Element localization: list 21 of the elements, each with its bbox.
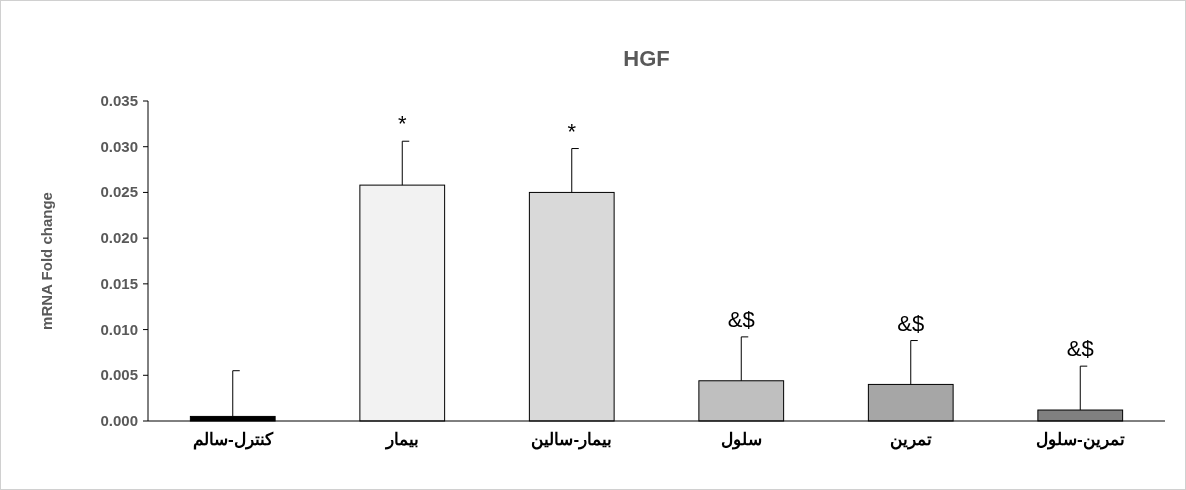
annotation: &$ <box>727 306 755 332</box>
y-tick-label: 0.030 <box>100 137 138 155</box>
y-tick-label: 0.025 <box>100 183 138 201</box>
x-tick-label: بیمار-سالین <box>531 430 613 450</box>
x-tick-label: تمرین-سلول <box>1035 430 1125 450</box>
x-tick-label: تمرین <box>889 430 932 450</box>
x-tick-label: بیمار <box>383 430 419 450</box>
annotation: * <box>567 118 577 144</box>
annotation: * <box>397 111 407 137</box>
chart-title: HGF <box>623 46 670 71</box>
x-tick-label: کنترل-سالم <box>192 430 274 450</box>
y-axis-title: mRNA Fold change <box>38 192 55 330</box>
y-tick-label: 0.005 <box>100 366 138 384</box>
annotation: &$ <box>1066 336 1094 362</box>
y-tick-label: 0.000 <box>100 412 138 429</box>
y-tick-label: 0.035 <box>100 92 138 109</box>
annotation: &$ <box>897 310 925 336</box>
y-tick-label: 0.015 <box>100 274 138 292</box>
y-tick-label: 0.020 <box>100 229 138 247</box>
y-tick-label: 0.010 <box>100 320 138 338</box>
x-tick-label: سلول <box>720 430 762 450</box>
